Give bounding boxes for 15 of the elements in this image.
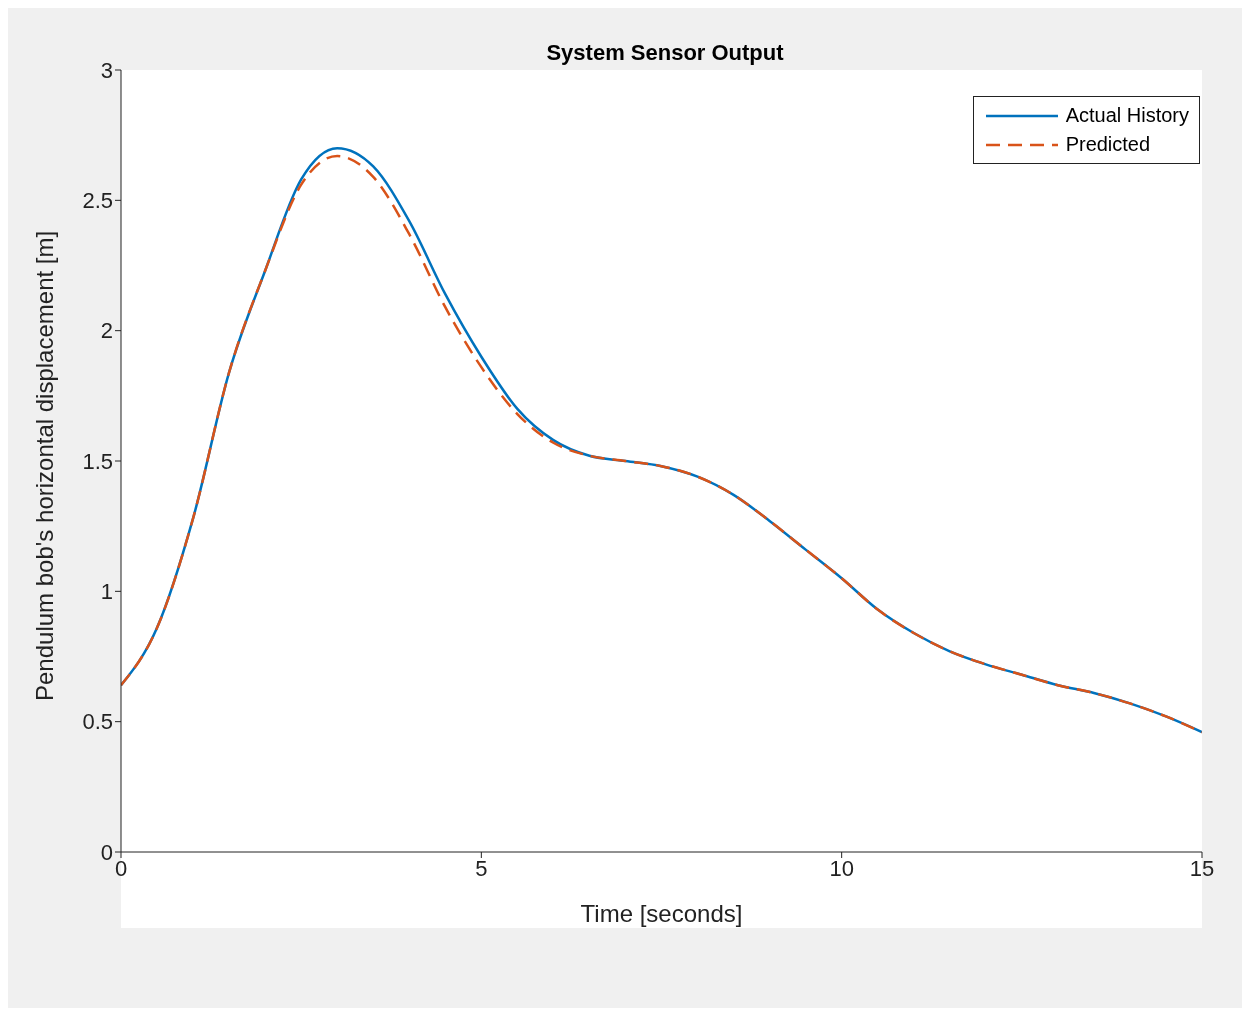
y-tick-label: 2.5 bbox=[82, 188, 113, 214]
y-tick-label: 3 bbox=[100, 57, 113, 83]
y-tick-label: 1 bbox=[100, 579, 113, 605]
x-tick-label: 10 bbox=[829, 855, 854, 881]
chart-title: System Sensor Output bbox=[546, 40, 784, 66]
y-axis-title: Pendulum bob's horizontal displacement [m] bbox=[30, 230, 58, 701]
legend-label: Actual History bbox=[1065, 104, 1189, 127]
x-tick-label: 5 bbox=[475, 855, 488, 881]
y-tick-label: 0.5 bbox=[82, 709, 113, 735]
y-tick-label: 1.5 bbox=[82, 448, 113, 474]
legend-label: Predicted bbox=[1065, 133, 1151, 156]
x-tick-label: 15 bbox=[1189, 855, 1215, 881]
y-tick-label: 0 bbox=[100, 839, 113, 865]
x-axis-title: Time [seconds] bbox=[580, 900, 743, 927]
y-tick-label: 2 bbox=[100, 318, 113, 344]
